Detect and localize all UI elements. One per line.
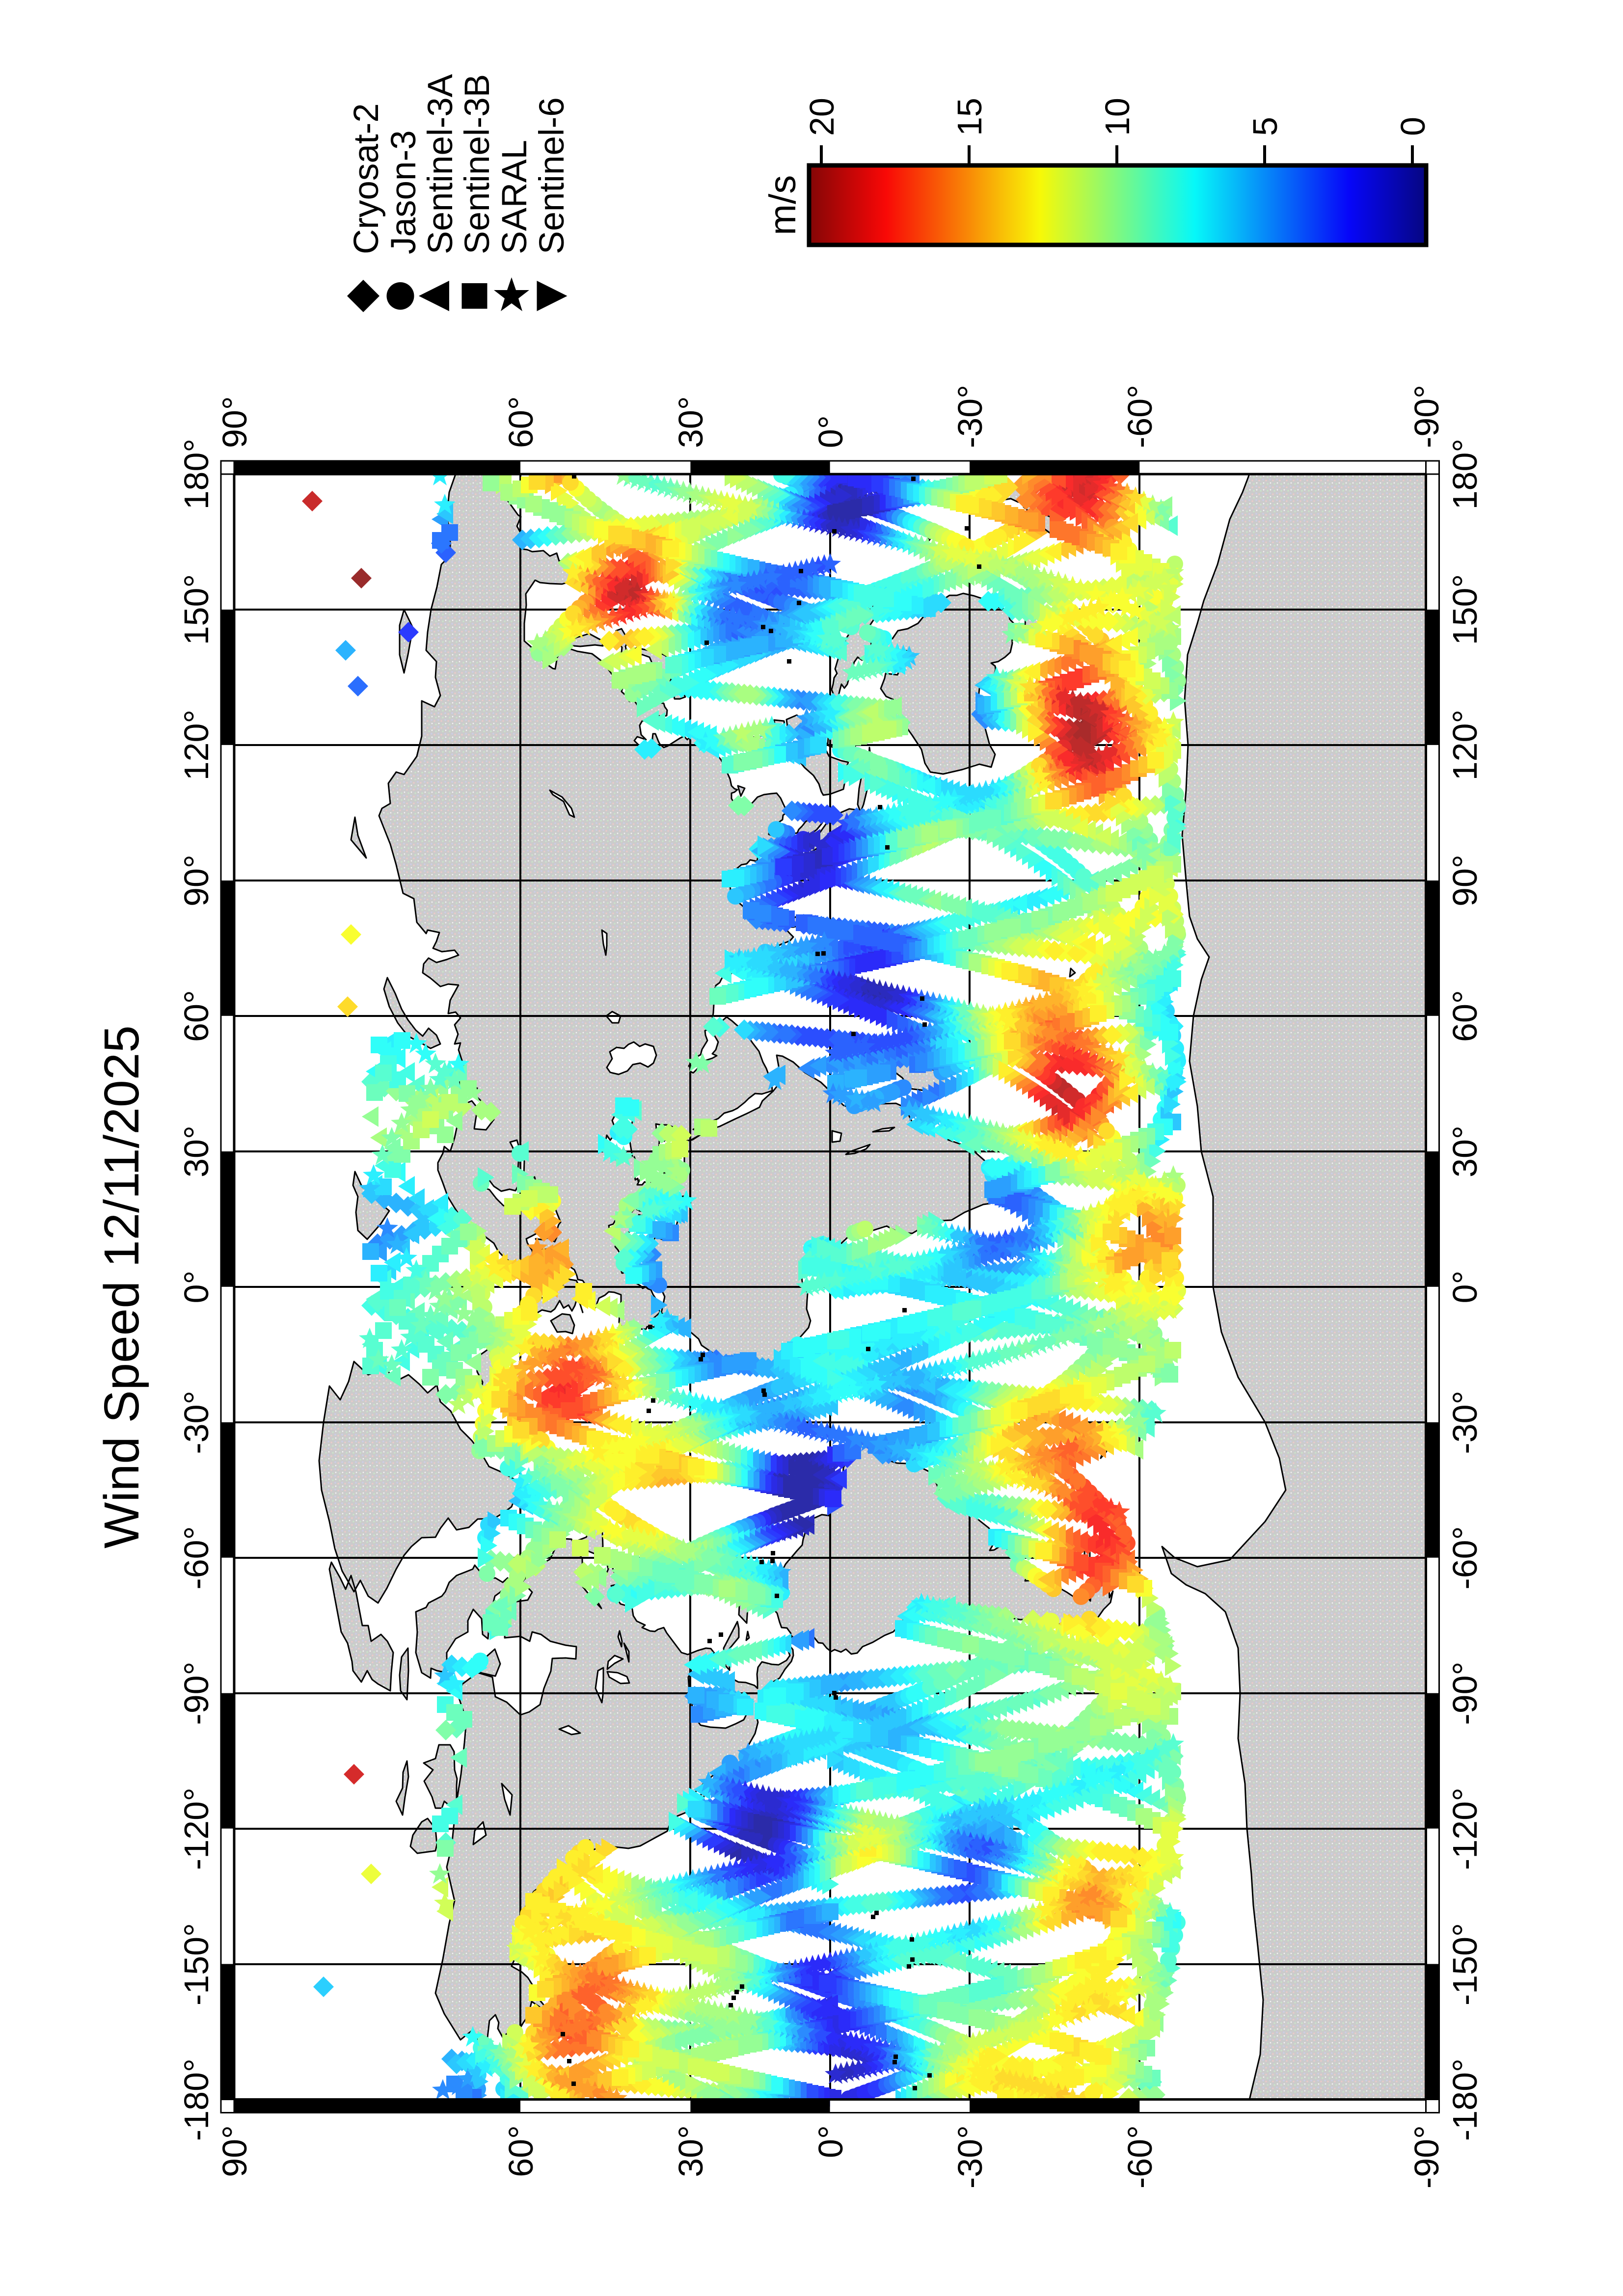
svg-text:60°: 60° — [177, 990, 216, 1042]
svg-text:-60°: -60° — [1446, 1526, 1484, 1589]
svg-text:30°: 30° — [1446, 1125, 1484, 1177]
svg-text:-120°: -120° — [177, 1788, 216, 1870]
svg-text:0°: 0° — [177, 1271, 216, 1304]
svg-text:Sentinel-3A: Sentinel-3A — [421, 74, 460, 254]
svg-text:30°: 30° — [177, 1125, 216, 1177]
svg-text:-90°: -90° — [1407, 385, 1446, 448]
svg-text:90°: 90° — [177, 854, 216, 907]
svg-text:-90°: -90° — [1446, 1661, 1484, 1725]
svg-text:-60°: -60° — [177, 1526, 216, 1589]
svg-text:-30°: -30° — [951, 2125, 989, 2189]
svg-text:180°: 180° — [177, 439, 216, 510]
svg-text:-30°: -30° — [177, 1390, 216, 1454]
svg-text:60°: 60° — [502, 2125, 540, 2177]
svg-text:120°: 120° — [1446, 710, 1484, 781]
svg-text:5: 5 — [1246, 117, 1284, 136]
svg-text:90°: 90° — [216, 2125, 254, 2177]
svg-text:-30°: -30° — [1446, 1390, 1484, 1454]
svg-text:20: 20 — [803, 98, 841, 136]
svg-text:30°: 30° — [672, 2125, 710, 2177]
svg-text:Sentinel-3B: Sentinel-3B — [458, 74, 497, 254]
svg-text:0: 0 — [1394, 117, 1432, 136]
svg-text:Sentinel-6: Sentinel-6 — [533, 97, 571, 254]
svg-text:90°: 90° — [1446, 854, 1484, 907]
svg-text:60°: 60° — [502, 396, 540, 448]
svg-text:10: 10 — [1098, 98, 1136, 136]
svg-text:0°: 0° — [812, 415, 850, 448]
svg-text:-60°: -60° — [1121, 385, 1159, 448]
svg-text:Jason-3: Jason-3 — [384, 130, 423, 254]
svg-text:0°: 0° — [812, 2125, 850, 2158]
svg-text:-30°: -30° — [951, 385, 989, 448]
svg-text:30°: 30° — [672, 396, 710, 448]
svg-text:Wind Speed 12/11/2025: Wind Speed 12/11/2025 — [94, 1025, 149, 1548]
svg-text:-180°: -180° — [177, 2058, 216, 2141]
svg-text:150°: 150° — [1446, 574, 1484, 645]
svg-text:-180°: -180° — [1446, 2058, 1484, 2141]
svg-text:90°: 90° — [216, 396, 254, 448]
svg-text:-120°: -120° — [1446, 1788, 1484, 1870]
svg-text:Cryosat-2: Cryosat-2 — [347, 103, 386, 254]
svg-text:-60°: -60° — [1121, 2125, 1159, 2189]
svg-text:15: 15 — [950, 98, 989, 136]
svg-text:-90°: -90° — [177, 1661, 216, 1725]
svg-text:150°: 150° — [177, 574, 216, 645]
svg-text:60°: 60° — [1446, 990, 1484, 1042]
svg-text:180°: 180° — [1446, 439, 1484, 510]
svg-text:0°: 0° — [1446, 1271, 1484, 1304]
svg-text:-90°: -90° — [1407, 2125, 1446, 2189]
svg-text:SARAL: SARAL — [495, 140, 534, 254]
svg-text:-150°: -150° — [1446, 1923, 1484, 2005]
svg-text:-150°: -150° — [177, 1923, 216, 2005]
svg-text:120°: 120° — [177, 710, 216, 781]
svg-text:m/s: m/s — [762, 175, 804, 235]
